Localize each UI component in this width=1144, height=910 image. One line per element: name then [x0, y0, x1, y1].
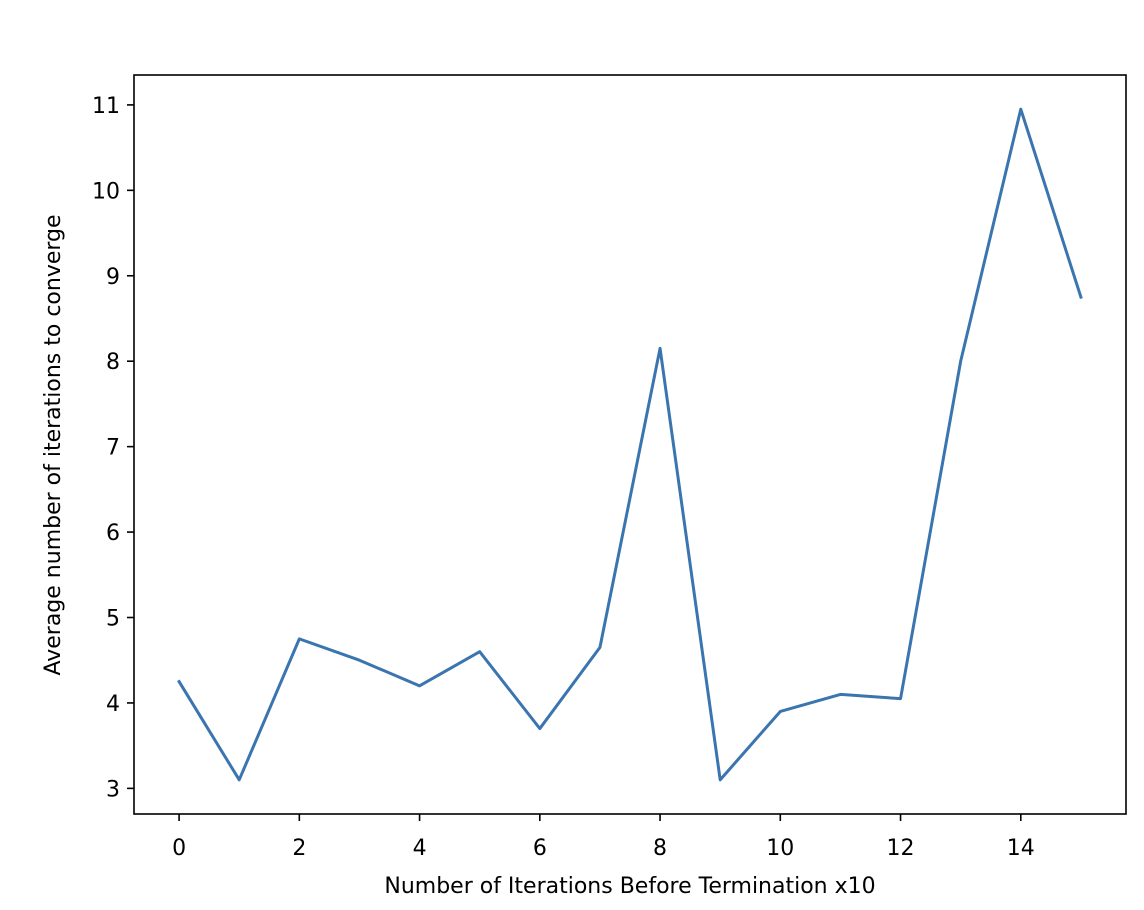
y-tick-label: 7: [106, 436, 120, 461]
y-tick-label: 5: [106, 607, 120, 632]
x-tick-label: 10: [766, 836, 794, 861]
x-tick-label: 4: [413, 836, 427, 861]
y-tick-label: 8: [106, 350, 120, 375]
x-tick-label: 0: [172, 836, 186, 861]
y-tick-label: 6: [106, 521, 120, 546]
y-tick-label: 10: [92, 179, 120, 204]
plot-frame: [133, 74, 1127, 815]
x-axis-ticks: 0 2 4 6 8 10 12 14: [172, 814, 1035, 861]
x-tick-label: 6: [533, 836, 547, 861]
x-axis-label: Number of Iterations Before Termination …: [384, 874, 875, 899]
x-tick-label: 14: [1007, 836, 1035, 861]
x-tick-label: 12: [887, 836, 915, 861]
y-tick-label: 9: [106, 265, 120, 290]
y-tick-label: 3: [106, 777, 120, 802]
series-line-avg_iterations: [177, 107, 1083, 782]
x-tick-label: 2: [292, 836, 306, 861]
series-layer: [177, 107, 1083, 782]
y-tick-label: 11: [92, 94, 120, 119]
y-axis-label: Average number of iterations to converge: [41, 214, 66, 675]
x-tick-label: 8: [653, 836, 667, 861]
y-tick-label: 4: [106, 692, 120, 717]
y-axis-ticks: 3 4 5 6 7 8 9 10 11: [92, 94, 134, 802]
